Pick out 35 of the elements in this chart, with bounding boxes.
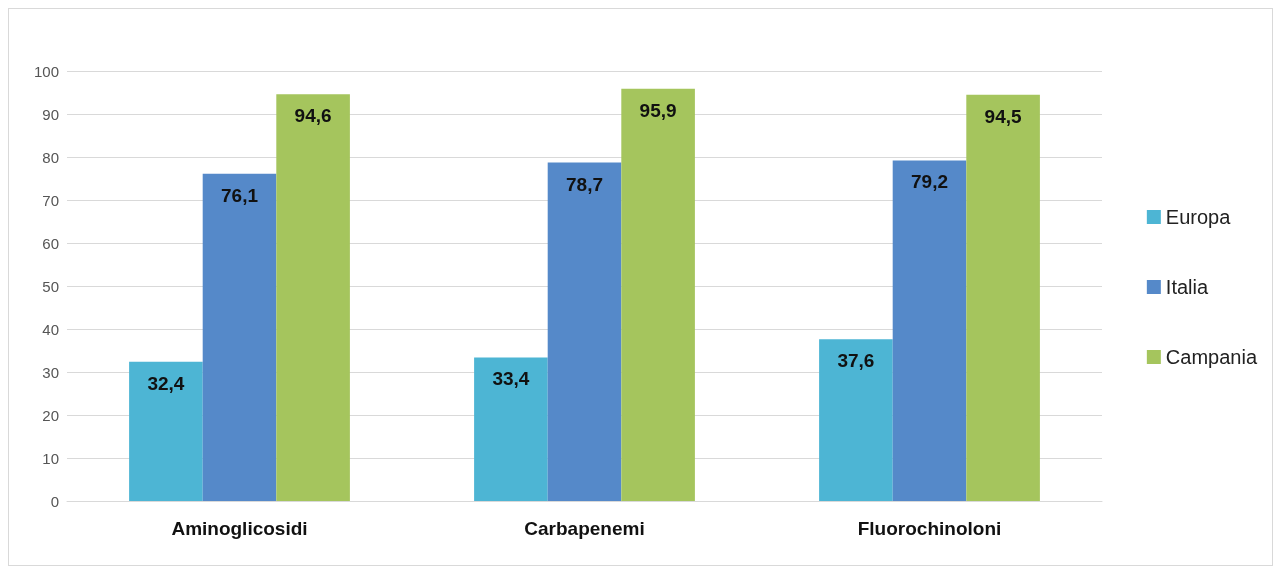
y-tick-label: 50 xyxy=(42,277,59,295)
y-tick-label: 40 xyxy=(42,320,59,338)
y-tick-label: 90 xyxy=(42,105,59,123)
data-label: 33,4 xyxy=(492,368,530,390)
bar xyxy=(276,94,350,501)
y-tick-label: 30 xyxy=(42,363,59,381)
legend-label: Europa xyxy=(1165,206,1232,228)
data-label: 32,4 xyxy=(147,372,185,394)
bar xyxy=(819,339,893,501)
x-tick-label: Carbapenemi xyxy=(524,518,645,539)
y-tick-label: 60 xyxy=(42,234,59,252)
legend-label: Campania xyxy=(1165,346,1258,368)
x-tick-label: Aminoglicosidi xyxy=(171,518,308,539)
data-label: 78,7 xyxy=(566,173,603,195)
bar xyxy=(892,160,967,501)
bar xyxy=(474,357,548,501)
legend-label: Italia xyxy=(1165,276,1209,298)
data-label: 95,9 xyxy=(639,99,677,121)
y-tick-label: 80 xyxy=(42,148,59,166)
data-label: 76,1 xyxy=(221,184,259,206)
data-label: 37,6 xyxy=(837,350,875,372)
bar xyxy=(202,173,277,501)
data-label: 94,6 xyxy=(294,105,332,127)
bar xyxy=(547,162,622,501)
bar xyxy=(621,88,695,501)
y-tick-label: 10 xyxy=(42,449,59,467)
y-tick-label: 70 xyxy=(42,191,59,209)
bar xyxy=(966,94,1040,501)
x-tick-label: Fluorochinoloni xyxy=(857,518,1002,539)
data-label: 79,2 xyxy=(911,171,948,193)
bar xyxy=(129,361,203,501)
y-tick-label: 20 xyxy=(42,406,59,424)
y-tick-label: 100 xyxy=(33,62,59,80)
y-tick-label: 0 xyxy=(50,492,59,510)
data-label: 94,5 xyxy=(984,105,1023,127)
